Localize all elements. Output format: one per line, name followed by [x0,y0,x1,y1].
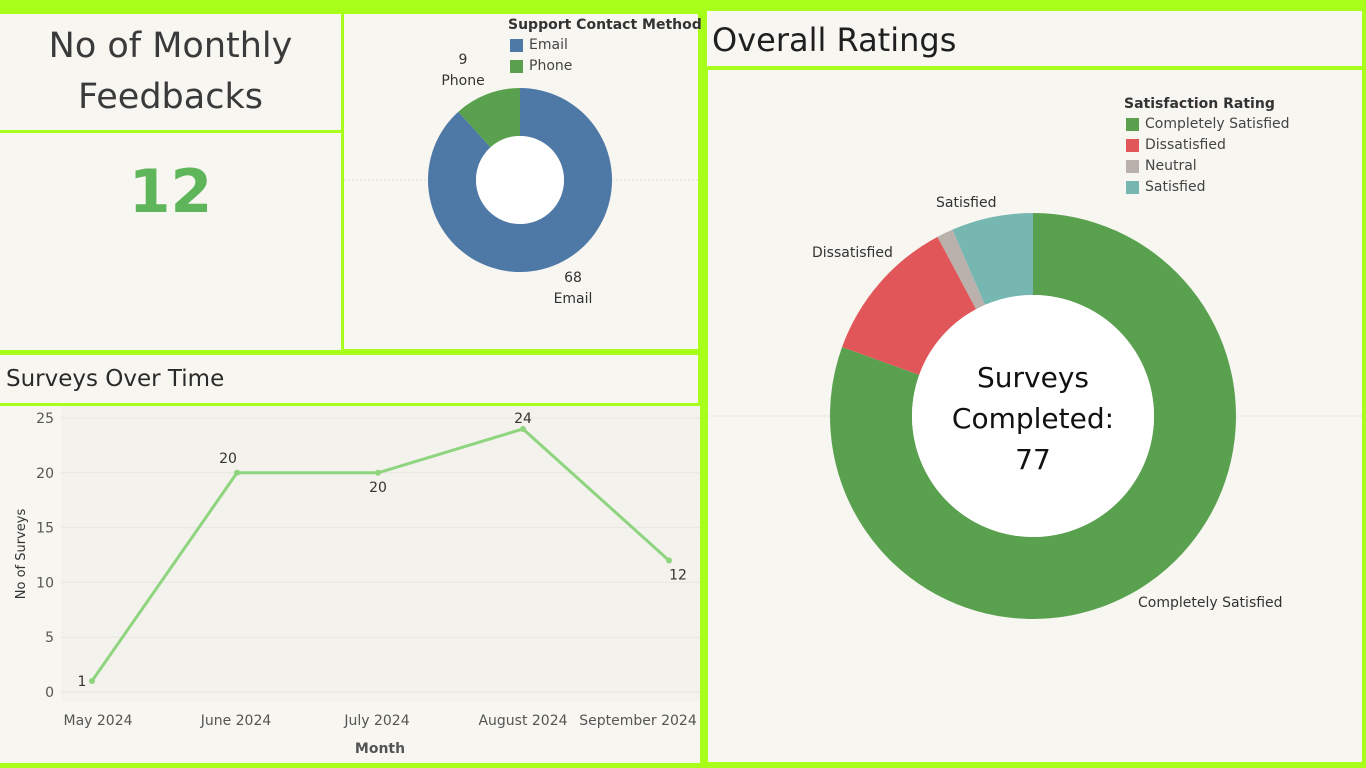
dissatisfied-swatch [1126,138,1139,152]
ratings-panel: Satisfaction Rating Completely Satisfied… [708,70,1362,762]
contact-legend-item-email[interactable]: Email [510,37,568,53]
data-point[interactable] [520,425,526,432]
data-label: 20 [219,451,237,467]
ratings-legend-item-dissatisfied[interactable]: Dissatisfied [1126,137,1226,153]
neutral-swatch [1126,159,1139,173]
slice-satisfied[interactable] [952,213,1033,305]
legend-label: Dissatisfied [1145,137,1226,153]
ratings-legend-item-satisfied[interactable]: Satisfied [1126,179,1205,195]
slice-phone[interactable] [458,88,520,148]
legend-label: Neutral [1145,158,1197,174]
x-tick-label: May 2024 [63,713,132,729]
contact-legend-title: Support Contact Method .. [508,17,718,33]
legend-label: Satisfied [1145,179,1206,195]
center-line-2: Completed: [952,402,1114,435]
kpi-title: No of Monthly Feedbacks [48,26,293,117]
surveys-title: Surveys Over Time [6,366,225,392]
completely-satisfied-slice-label: Completely Satisfied [1138,595,1283,611]
center-line-1: Surveys [977,361,1089,394]
slice-neutral[interactable] [937,229,985,310]
y-axis-label: No of Surveys [14,509,29,600]
ratings-title-panel: Overall Ratings [707,11,1362,66]
x-tick-label: September 2024 [579,713,697,729]
x-axis-label: Month [355,741,405,757]
completely-satisfied-swatch [1126,117,1139,131]
phone-value-label: 9 [458,52,468,68]
email-value-label: 68 [564,270,582,286]
satisfied-swatch [1126,180,1139,194]
email-swatch [510,38,523,52]
slice-email[interactable] [428,88,612,272]
donut-hole [912,295,1154,537]
slice-completely-satisfied[interactable] [830,213,1236,620]
contact-legend-item-phone[interactable]: Phone [510,58,572,74]
surveys-line-chart: 0 5 10 15 20 25 May 2024 June 2024 July 2024 Aug… [14,406,700,757]
y-tick-label: 10 [36,575,54,591]
surveys-title-panel: Surveys Over Time [0,355,698,403]
kpi-value: 12 [128,157,213,227]
data-label: 12 [669,567,687,583]
ratings-title: Overall Ratings [712,21,957,59]
x-tick-label: July 2024 [343,713,409,729]
dissatisfied-slice-label: Dissatisfied [812,245,893,261]
data-point[interactable] [666,557,672,564]
data-label: 24 [514,411,532,427]
legend-label: Phone [529,58,573,74]
ratings-legend-title: Satisfaction Rating [1124,96,1275,112]
data-label: 1 [78,674,87,690]
email-name-label: Email [553,291,593,307]
kpi-title-panel: No of Monthly Feedbacks [0,14,341,130]
phone-swatch [510,59,523,73]
ratings-donut-chart: Surveys Completed: 77 [708,213,1362,620]
data-point[interactable] [234,469,240,476]
y-tick-label: 20 [36,466,54,482]
y-tick-label: 25 [36,411,54,427]
kpi-value-panel: 12 [0,133,341,350]
y-tick-label: 0 [45,685,54,701]
x-tick-label: August 2024 [478,713,567,729]
satisfied-slice-label: Satisfied [936,195,997,211]
surveys-chart-panel: 0 5 10 15 20 25 May 2024 June 2024 July 2024 Aug… [0,406,700,763]
legend-label: Completely Satisfied [1145,116,1290,132]
legend-label: Email [529,37,568,53]
center-value: 77 [1015,443,1051,476]
y-tick-label: 5 [45,630,54,646]
x-tick-label: June 2024 [200,713,272,729]
data-point[interactable] [375,469,381,476]
data-point[interactable] [89,678,95,685]
phone-name-label: Phone [441,73,485,89]
ratings-legend-item-neutral[interactable]: Neutral [1126,158,1197,174]
plot-area [61,406,700,702]
y-tick-label: 15 [36,521,54,537]
contact-method-panel: Support Contact Method .. Email Phone 9 … [344,14,717,349]
ratings-legend-item-completely-satisfied[interactable]: Completely Satisfied [1126,116,1290,132]
donut-hole [476,136,564,224]
data-label: 20 [369,480,387,496]
